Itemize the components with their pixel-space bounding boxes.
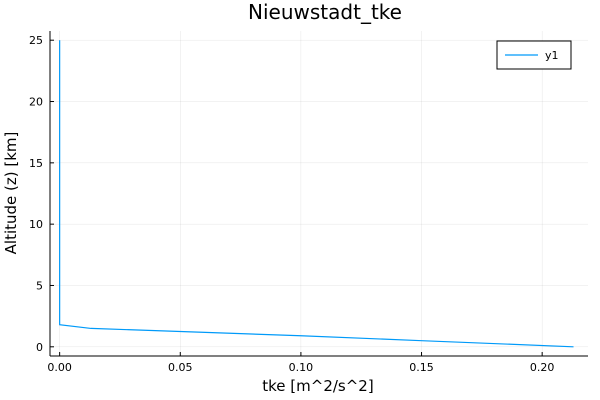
x-tick-label: 0.10 — [289, 361, 314, 374]
y-tick-label: 20 — [29, 96, 43, 109]
x-tick-label: 0.05 — [168, 361, 193, 374]
y-tick-label: 0 — [36, 341, 43, 354]
legend: y1 — [496, 40, 572, 70]
grid — [50, 31, 588, 356]
y-axis-title: Altitude (z) [km] — [2, 132, 20, 255]
chart-title: Nieuwstadt_tke — [248, 0, 402, 24]
y-tick-label: 10 — [29, 218, 43, 231]
x-tick-label: 0.20 — [530, 361, 555, 374]
ticks: 0.00 0.05 0.10 0.15 0.20 0 5 10 15 20 25 — [29, 34, 554, 374]
y-tick-label: 5 — [36, 279, 43, 292]
series-layer — [59, 40, 574, 348]
legend-label: y1 — [545, 49, 559, 62]
x-tick-label: 0.00 — [47, 361, 72, 374]
axes — [49, 31, 588, 357]
series-line — [59, 40, 574, 348]
x-axis-title: tke [m^2/s^2] — [262, 377, 373, 395]
y-tick-label: 15 — [29, 157, 43, 170]
y-tick-label: 25 — [29, 34, 43, 47]
x-tick-label: 0.15 — [409, 361, 434, 374]
